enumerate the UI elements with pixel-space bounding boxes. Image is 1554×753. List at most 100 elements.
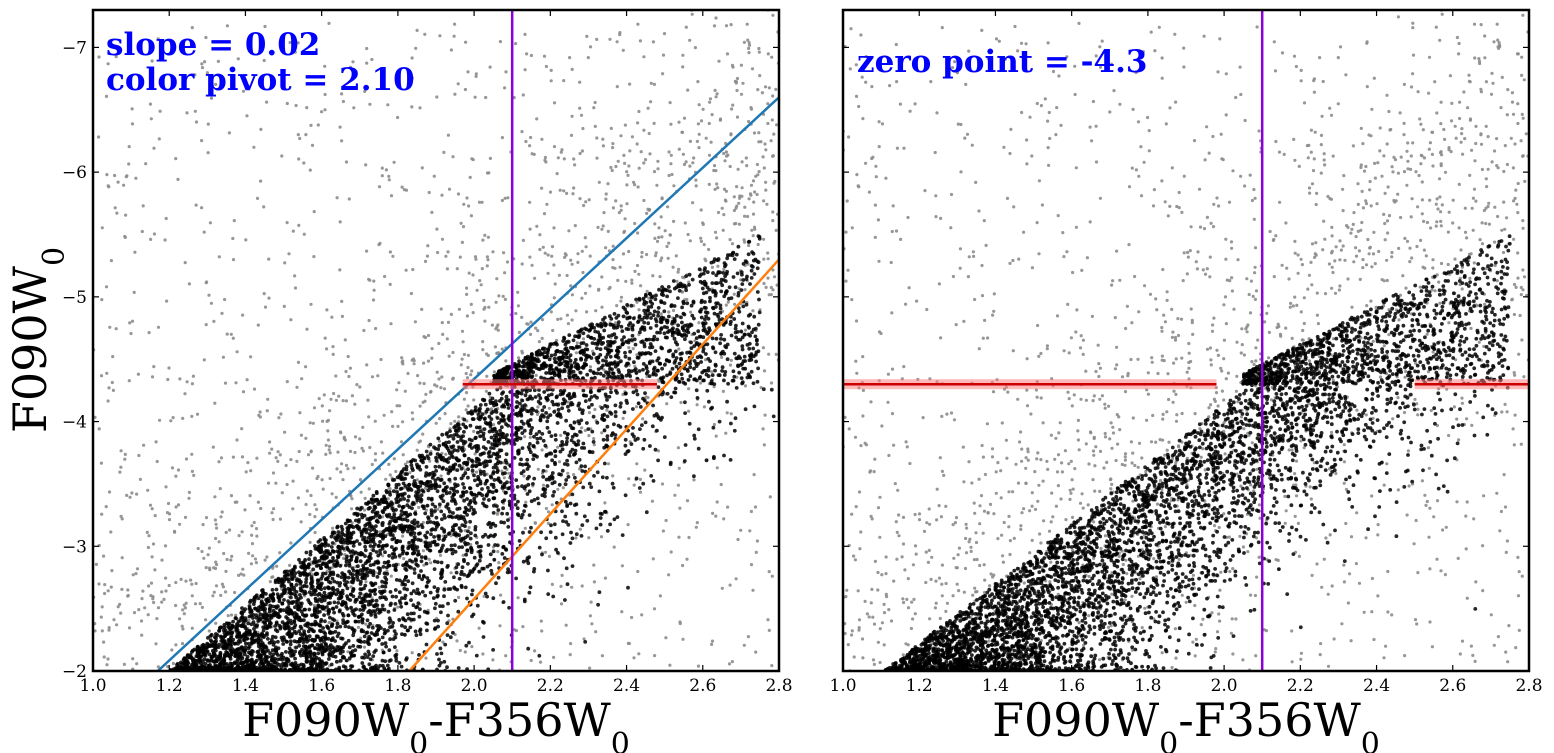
black-star-point: [505, 511, 510, 516]
gray-star-point: [467, 525, 471, 530]
black-star-point: [339, 524, 344, 529]
gray-star-point: [127, 162, 131, 166]
black-star-point: [501, 600, 506, 604]
gray-star-point: [578, 106, 582, 110]
black-star-point: [514, 576, 518, 581]
gray-star-point: [223, 381, 228, 385]
gray-star-point: [291, 229, 295, 233]
gray-star-point: [439, 307, 443, 311]
black-star-point: [360, 661, 365, 665]
black-star-point: [387, 553, 391, 558]
black-star-point: [619, 359, 623, 364]
black-star-point: [623, 493, 628, 498]
gray-star-point: [595, 136, 599, 140]
gray-star-point: [336, 450, 340, 454]
black-star-point: [286, 605, 291, 609]
gray-star-point: [639, 150, 643, 154]
gray-star-point: [231, 236, 235, 241]
gray-star-point: [521, 93, 525, 97]
gray-star-point: [372, 279, 376, 283]
gray-star-point: [311, 421, 315, 425]
gray-star-point: [651, 40, 656, 44]
gray-star-point: [263, 305, 268, 309]
gray-star-point: [603, 501, 607, 505]
gray-star-point: [406, 371, 410, 376]
black-star-point: [443, 580, 448, 584]
gray-star-point: [605, 408, 609, 412]
gray-star-point: [408, 471, 412, 475]
gray-star-point: [215, 526, 219, 530]
gray-star-point: [486, 258, 490, 262]
black-star-point: [430, 483, 435, 487]
gray-star-point: [341, 478, 345, 482]
black-star-point: [682, 459, 687, 463]
gray-star-point: [341, 399, 345, 403]
gray-star-point: [274, 481, 278, 485]
gray-star-point: [418, 404, 422, 408]
gray-star-point: [335, 467, 339, 471]
gray-star-point: [724, 189, 729, 193]
black-star-point: [494, 581, 498, 586]
gray-star-point: [440, 321, 444, 325]
gray-star-point: [483, 233, 487, 237]
black-star-point: [603, 392, 608, 397]
gray-star-point: [465, 286, 469, 290]
gray-star-point: [350, 507, 354, 511]
gray-star-point: [118, 602, 122, 607]
gray-star-point: [474, 74, 478, 78]
black-star-point: [553, 360, 557, 364]
black-star-point: [600, 413, 605, 418]
gray-star-point: [647, 208, 652, 212]
gray-star-point: [474, 72, 478, 76]
gray-star-point: [681, 152, 686, 156]
black-star-point: [579, 464, 584, 468]
gray-star-point: [696, 664, 701, 668]
black-star-point: [365, 570, 369, 575]
gray-star-point: [564, 253, 568, 257]
gray-star-point: [585, 34, 589, 39]
black-star-point: [732, 428, 737, 433]
black-star-point: [435, 489, 440, 494]
gray-star-point: [207, 293, 211, 297]
gray-star-point: [594, 630, 598, 634]
gray-star-point: [366, 398, 370, 402]
gray-star-point: [757, 46, 761, 51]
gray-star-point: [206, 151, 210, 155]
black-star-point: [327, 653, 332, 658]
gray-star-point: [283, 261, 287, 265]
gray-star-point: [669, 153, 673, 157]
black-star-point: [637, 369, 642, 373]
gray-star-point: [190, 26, 194, 30]
gray-star-point: [410, 105, 414, 109]
gray-star-point: [399, 440, 404, 444]
gray-star-point: [477, 200, 482, 204]
gray-star-point: [696, 122, 701, 126]
black-star-point: [371, 654, 376, 658]
gray-star-point: [762, 257, 766, 261]
black-star-point: [658, 330, 662, 335]
gray-star-point: [425, 254, 430, 258]
black-star-point: [641, 296, 646, 301]
gray-star-point: [291, 507, 295, 511]
gray-star-point: [710, 370, 714, 374]
gray-star-point: [751, 309, 755, 313]
black-star-point: [544, 536, 549, 541]
gray-star-point: [710, 639, 715, 643]
gray-star-point: [751, 234, 755, 238]
gray-star-point: [102, 640, 106, 644]
gray-star-point: [138, 477, 142, 481]
gray-star-point: [611, 266, 615, 270]
gray-star-point: [370, 462, 374, 467]
black-star-point: [513, 502, 518, 507]
gray-star-point: [707, 182, 711, 186]
gray-star-point: [166, 377, 170, 382]
black-star-point: [362, 640, 367, 644]
gray-star-point: [367, 415, 371, 419]
gray-star-point: [282, 304, 286, 308]
gray-star-point: [683, 221, 687, 225]
gray-star-point: [100, 605, 104, 609]
gray-star-point: [497, 561, 501, 565]
gray-star-point: [302, 161, 306, 165]
black-star-point: [717, 419, 722, 424]
black-star-point: [498, 480, 503, 485]
